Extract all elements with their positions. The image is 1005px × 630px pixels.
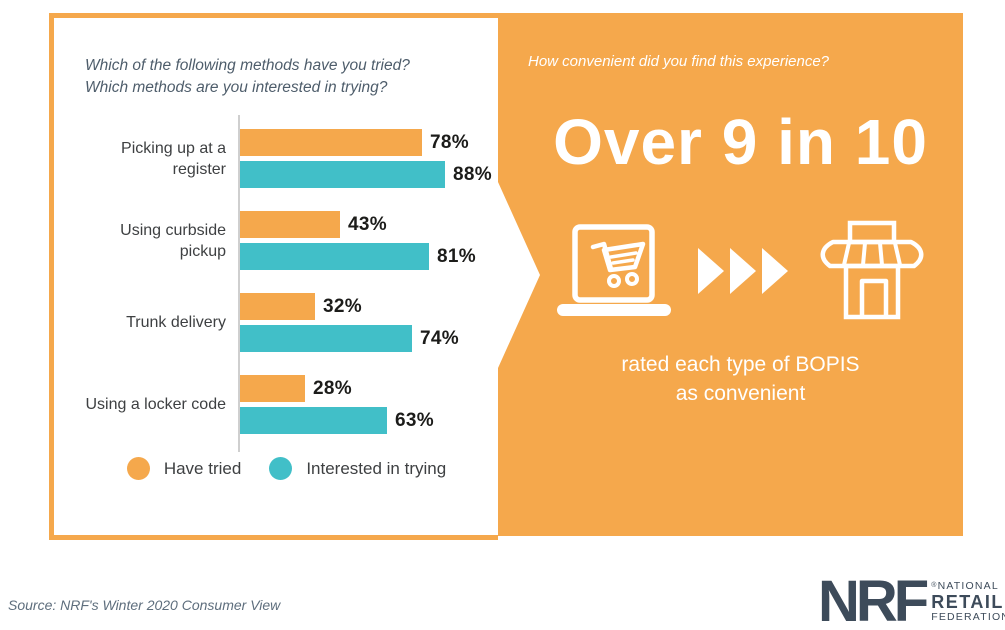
- callout-headline: Over 9 in 10: [553, 106, 928, 178]
- bar: [240, 325, 412, 352]
- category-label: Trunk delivery: [126, 314, 226, 331]
- bar-value-label: 74%: [420, 327, 459, 349]
- chart-row: Picking up at a register 78% 88%: [85, 129, 498, 188]
- nrf-logo-text: ®NATIONAL RETAIL FEDERATION®: [931, 580, 1005, 624]
- bar: [240, 161, 445, 188]
- callout-subtext-line2: as convenient: [675, 382, 806, 405]
- callout-panel: How convenient did you find this experie…: [498, 13, 963, 536]
- chart-axis-line: [238, 115, 240, 452]
- chart-question: Which of the following methods have you …: [85, 55, 498, 99]
- bar: [240, 243, 429, 270]
- bar-line: 28%: [240, 375, 434, 402]
- bopis-flow-icons: [498, 220, 963, 322]
- nrf-logo-retail: RETAIL: [931, 592, 1004, 612]
- chart-question-line2: Which methods are you interested in tryi…: [85, 79, 388, 96]
- chart-row: Trunk delivery 32% 74%: [85, 293, 498, 352]
- chart-question-line1: Which of the following methods have you …: [85, 57, 410, 74]
- storefront-icon: [820, 220, 923, 320]
- bar-value-label: 63%: [395, 409, 434, 431]
- bar-group: 32% 74%: [240, 293, 459, 352]
- callout-question: How convenient did you find this experie…: [528, 53, 830, 70]
- bar-value-label: 43%: [348, 213, 387, 235]
- legend-swatch-teal: [269, 457, 293, 480]
- category-label: Using a locker code: [85, 396, 226, 413]
- nrf-logo-federation: FEDERATION®: [931, 611, 1005, 623]
- bar-value-label: 28%: [313, 377, 352, 399]
- legend-item-interested: Interested in trying: [269, 457, 446, 480]
- bar: [240, 293, 315, 320]
- bar-line: 43%: [240, 211, 476, 238]
- bar: [240, 375, 305, 402]
- category-label: Using curbside pickup: [120, 221, 226, 260]
- bar: [240, 129, 422, 156]
- bar-value-label: 81%: [437, 245, 476, 267]
- laptop-cart-icon: [556, 224, 671, 316]
- legend-label-interested: Interested in trying: [306, 458, 447, 478]
- bar-value-label: 88%: [453, 163, 492, 185]
- bar-line: 88%: [240, 161, 492, 188]
- bar-group: 28% 63%: [240, 375, 434, 434]
- bar-value-label: 78%: [430, 131, 469, 153]
- bar: [240, 407, 387, 434]
- bar-line: 63%: [240, 407, 434, 434]
- legend-item-have-tried: Have tried: [126, 457, 242, 480]
- nrf-logo-national: ®NATIONAL: [931, 580, 999, 592]
- source-note: Source: NRF's Winter 2020 Consumer View: [8, 597, 281, 613]
- nrf-logo: NRF ®NATIONAL RETAIL FEDERATION®: [818, 569, 1005, 630]
- legend-swatch-orange: [126, 457, 150, 480]
- bar-line: 74%: [240, 325, 459, 352]
- category-label: Picking up at a register: [121, 139, 226, 178]
- chart-row: Using a locker code 28% 63%: [85, 375, 498, 434]
- bar: [240, 211, 340, 238]
- bar-line: 81%: [240, 243, 476, 270]
- legend-label-have-tried: Have tried: [163, 458, 242, 478]
- chart-row: Using curbside pickup 43% 81%: [85, 211, 498, 270]
- bar-line: 78%: [240, 129, 492, 156]
- grouped-bar-chart: Picking up at a register 78% 88% Using curb…: [85, 115, 498, 452]
- bar-group: 43% 81%: [240, 211, 476, 270]
- bar-value-label: 32%: [323, 295, 362, 317]
- callout-subtext: rated each type of BOPIS as convenient: [498, 350, 963, 408]
- chart-card: Which of the following methods have you …: [49, 13, 498, 540]
- triple-arrow-icon: [697, 248, 788, 294]
- nrf-logo-acronym: NRF: [818, 569, 929, 630]
- bar-group: 78% 88%: [240, 129, 492, 188]
- chart-legend: Have tried Interested in trying: [75, 457, 498, 480]
- bar-line: 32%: [240, 293, 459, 320]
- callout-subtext-line1: rated each type of BOPIS: [621, 353, 860, 376]
